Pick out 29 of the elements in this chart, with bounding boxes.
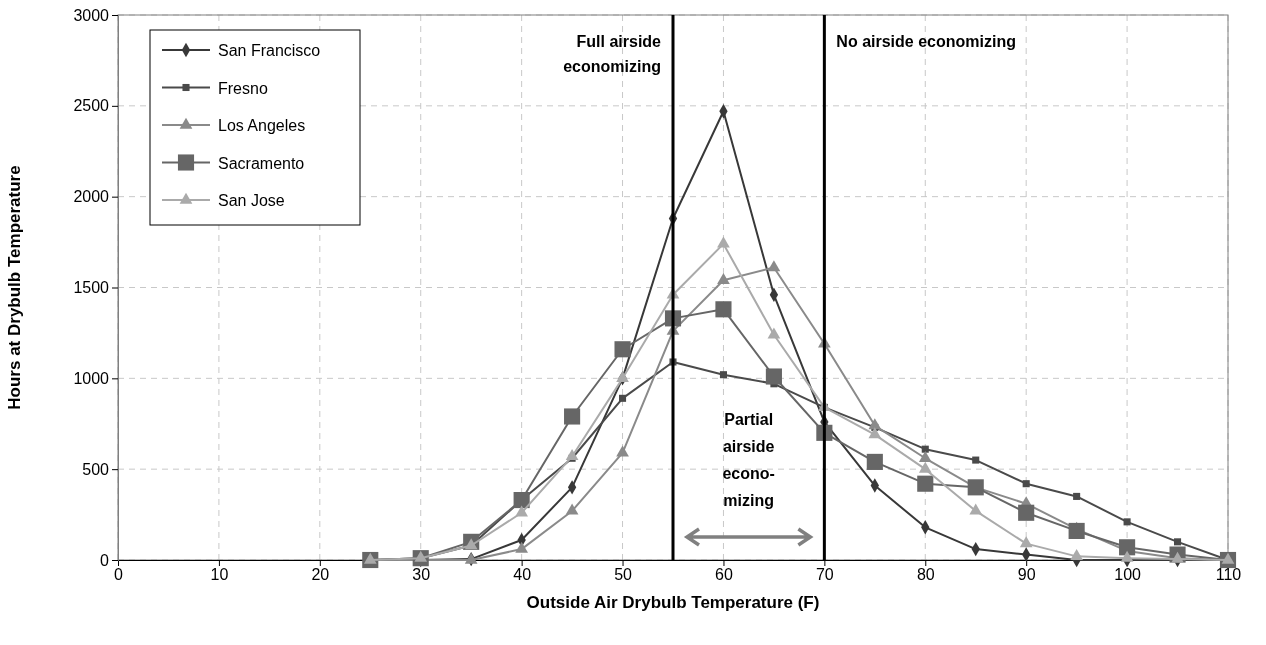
y-tick-label: 0 — [100, 551, 110, 569]
x-tick-label: 30 — [412, 566, 431, 584]
legend-label: Fresno — [218, 79, 268, 97]
annotation: Partial airside econo- mizing — [722, 411, 775, 509]
legend-label: San Francisco — [218, 42, 321, 59]
y-tick-label: 3000 — [73, 6, 110, 24]
x-tick-label: 10 — [210, 566, 229, 584]
x-tick-label: 20 — [311, 566, 330, 584]
annotation: No airside economizing — [836, 33, 1016, 50]
x-tick-label: 0 — [114, 566, 124, 584]
y-tick-label: 1000 — [73, 369, 110, 387]
annotation: Full airside economizing — [563, 33, 662, 75]
x-tick-label: 50 — [614, 566, 633, 584]
y-tick-label: 2500 — [73, 97, 110, 115]
x-tick-label: 90 — [1017, 566, 1036, 584]
x-tick-label: 110 — [1215, 566, 1242, 584]
legend-label: Los Angeles — [218, 117, 306, 134]
legend-label: San Jose — [218, 192, 285, 209]
x-tick-label: 100 — [1114, 566, 1142, 584]
y-tick-label: 1500 — [73, 279, 110, 297]
x-tick-label: 60 — [715, 566, 733, 584]
x-tick-label: 80 — [916, 566, 935, 584]
x-axis-title: Outside Air Drybulb Temperature (F) — [526, 593, 820, 612]
y-tick-label: 500 — [82, 460, 110, 478]
y-axis-title: Hours at Drybulb Temperature — [5, 165, 24, 410]
x-tick-label: 40 — [513, 566, 532, 584]
x-tick-label: 70 — [815, 566, 834, 584]
y-tick-label: 2000 — [73, 188, 110, 206]
legend-label: Sacramento — [218, 154, 305, 172]
